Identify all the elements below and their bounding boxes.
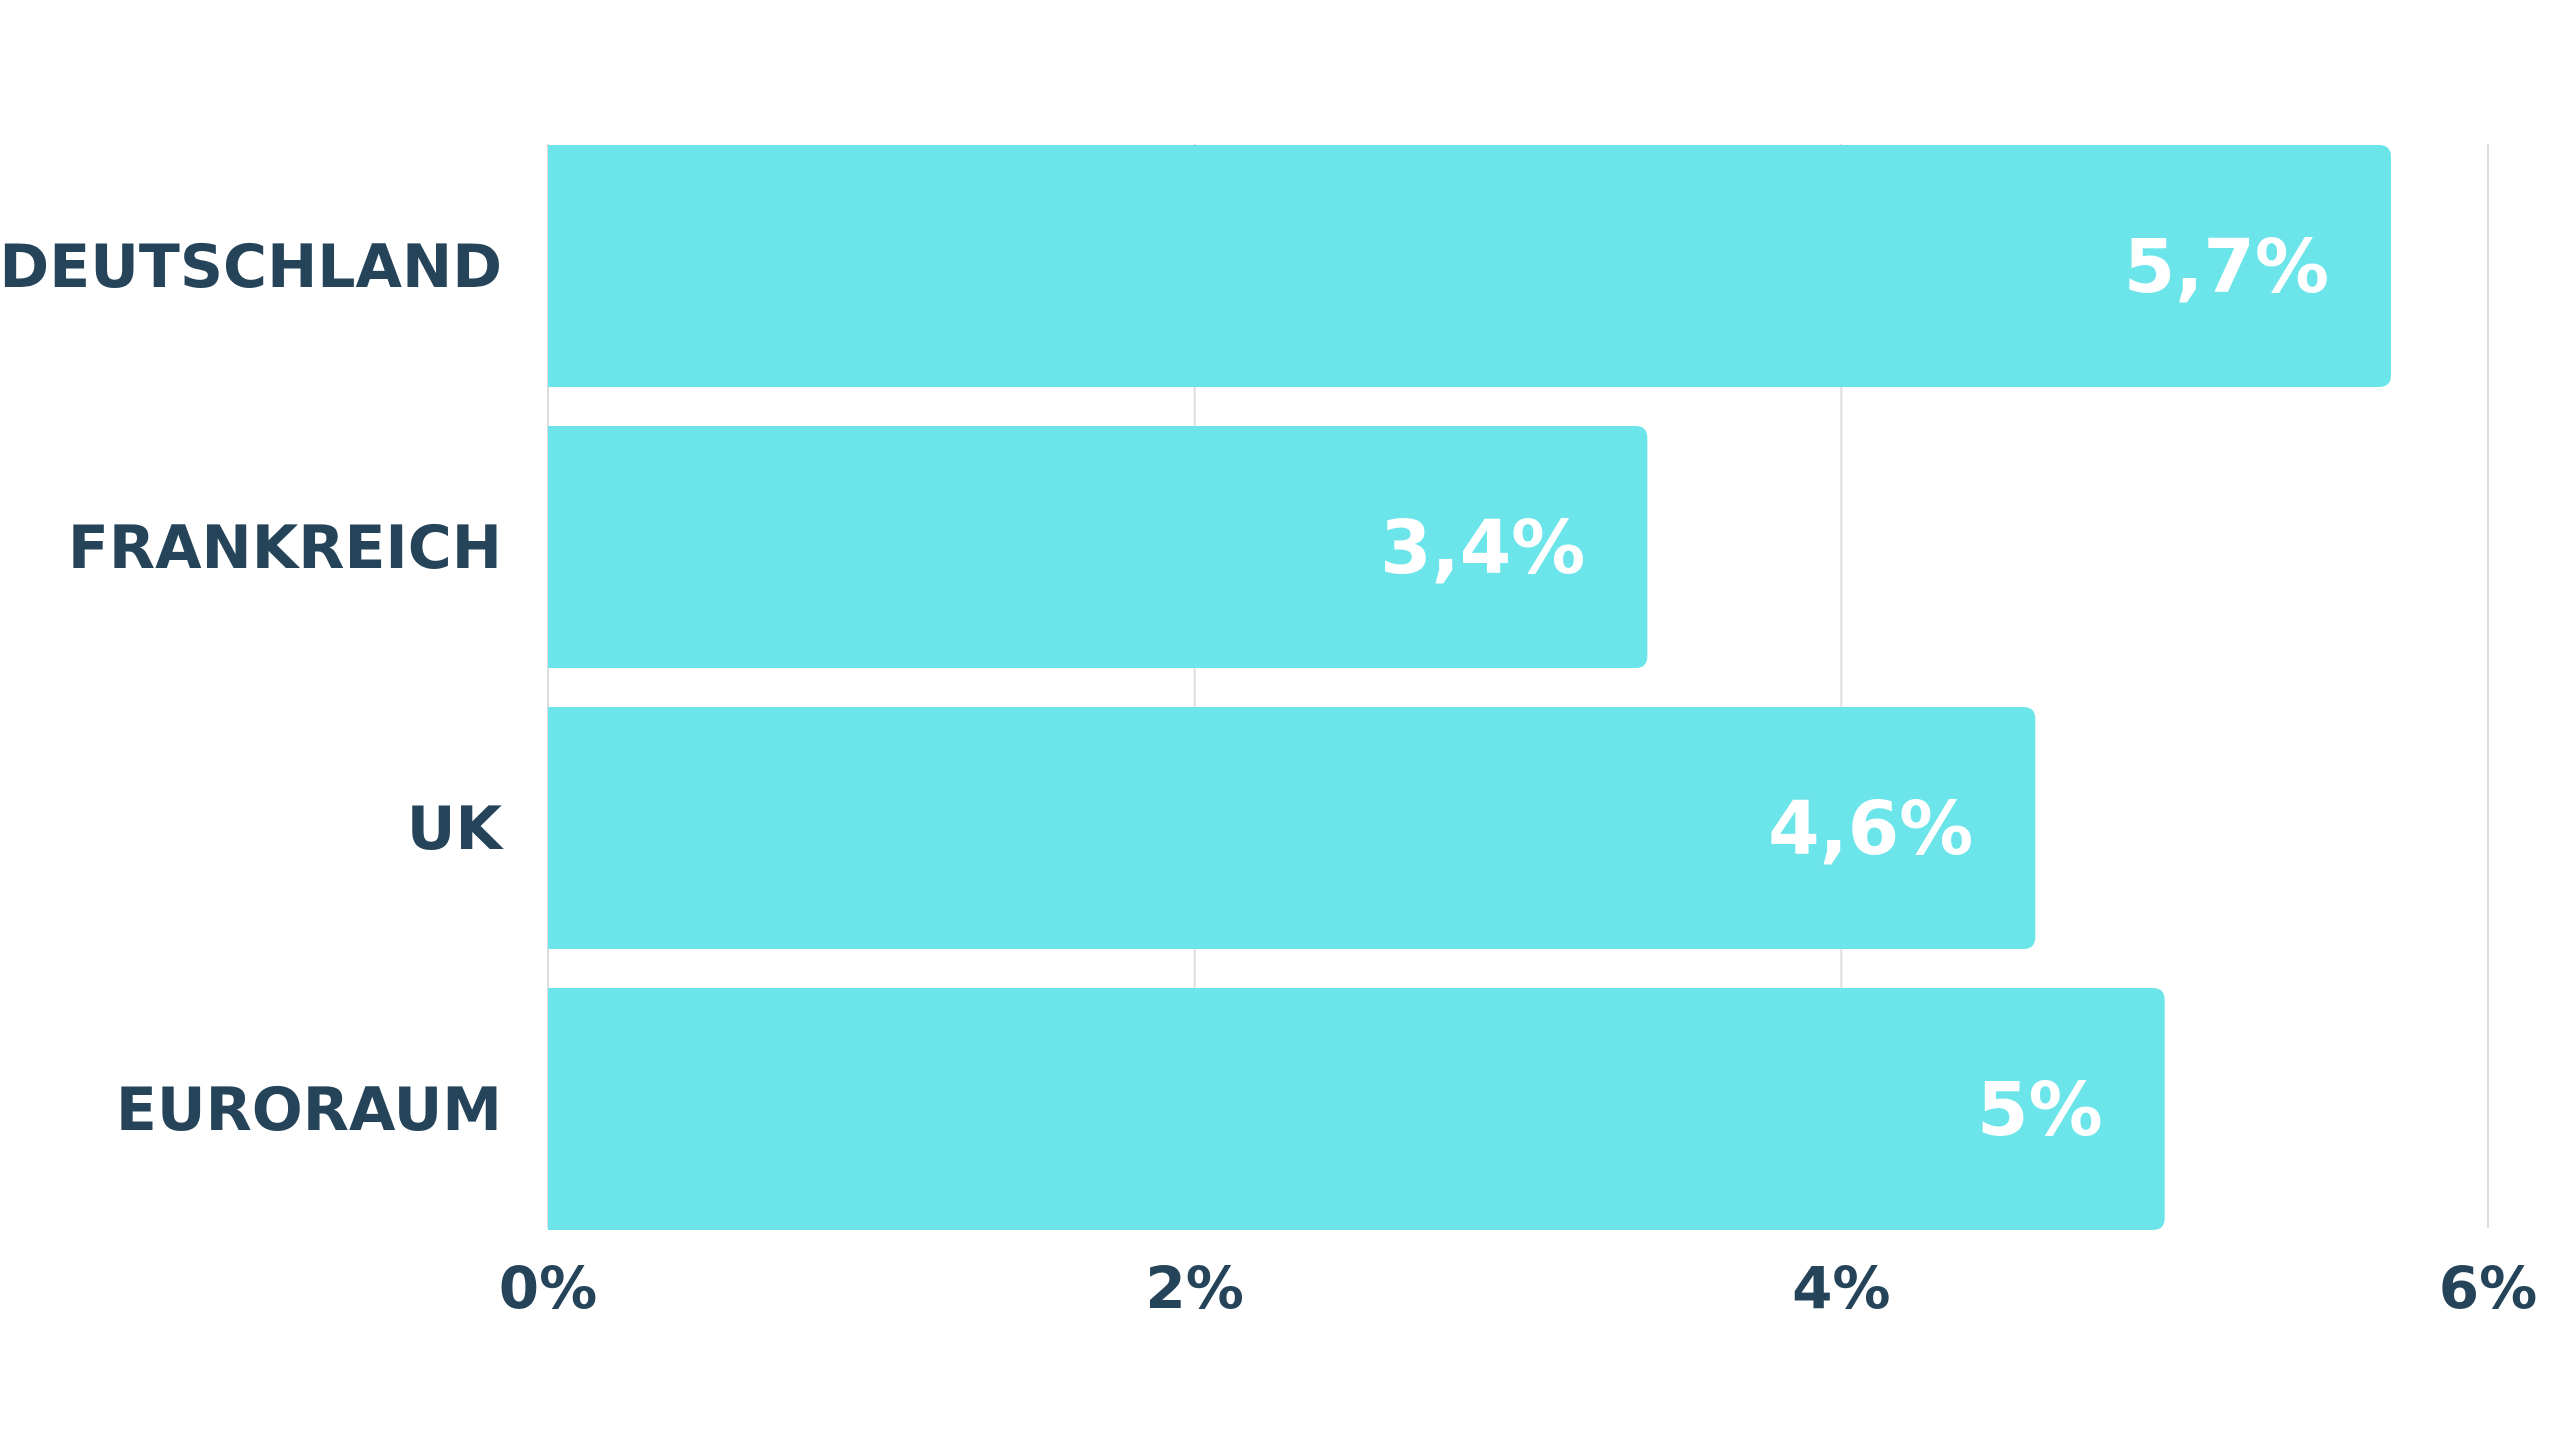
value-label-euroraum: 5% — [1977, 1067, 2103, 1153]
value-label-uk: 4,6% — [1768, 786, 1973, 872]
bar-uk — [548, 707, 2036, 949]
x-tick-label: 2% — [1145, 1254, 1243, 1322]
bar-frankreich — [548, 426, 1648, 668]
category-label-deutschland: DEUTSCHLAND — [0, 232, 502, 302]
category-labels: DEUTSCHLAND FRANKREICH UK EURORAUM — [0, 232, 505, 1145]
category-label-euroraum: EURORAUM — [116, 1075, 502, 1145]
value-label-frankreich: 3,4% — [1380, 505, 1585, 591]
value-label-deutschland: 5,7% — [2124, 224, 2329, 310]
x-tick-label: 4% — [1792, 1254, 1890, 1322]
category-label-uk: UK — [407, 794, 505, 864]
x-tick-label: 6% — [2439, 1254, 2537, 1322]
value-labels: 5,7% 3,4% 4,6% 5% — [1380, 224, 2329, 1153]
x-axis-tick-labels: 0% 2% 4% 6% — [499, 1254, 2537, 1322]
bar-euroraum — [548, 988, 2165, 1230]
bars — [548, 145, 2391, 1230]
x-tick-label: 0% — [499, 1254, 597, 1322]
bar-deutschland — [548, 145, 2391, 387]
category-label-frankreich: FRANKREICH — [68, 513, 502, 583]
